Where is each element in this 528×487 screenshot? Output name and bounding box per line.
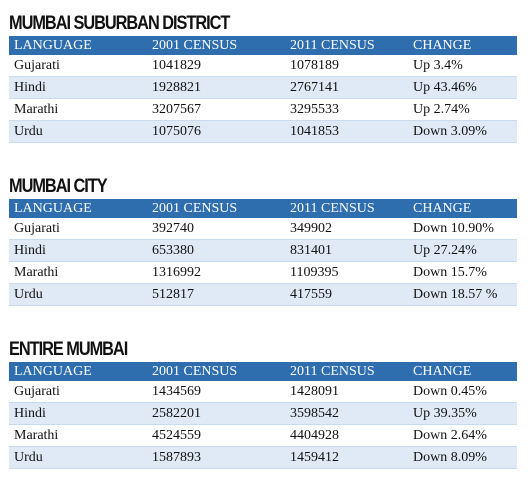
cell-2011: 3598542 (285, 402, 408, 425)
cell-language: Marathi (9, 98, 147, 121)
table-row: Marathi 3207567 3295533 Up 2.74% (9, 98, 517, 121)
cell-2001: 1316992 (147, 261, 285, 284)
section-entire-mumbai: ENTIRE MUMBAI LANGUAGE 2001 CENSUS 2011 … (9, 338, 517, 469)
cell-language: Gujarati (9, 381, 147, 403)
cell-2011: 1109395 (285, 261, 408, 284)
cell-2011: 1041853 (285, 120, 408, 143)
table-row: Marathi 4524559 4404928 Down 2.64% (9, 424, 517, 447)
cell-2011: 1428091 (285, 381, 408, 403)
table-row: Hindi 1928821 2767141 Up 43.46% (9, 76, 517, 99)
cell-language: Gujarati (9, 218, 147, 240)
cell-language: Hindi (9, 402, 147, 425)
cell-2001: 2582201 (147, 402, 285, 425)
cell-language: Hindi (9, 76, 147, 99)
cell-2001: 1041829 (147, 55, 285, 77)
header-2001-census: 2001 CENSUS (147, 362, 285, 381)
cell-language: Urdu (9, 283, 147, 306)
census-table: LANGUAGE 2001 CENSUS 2011 CENSUS CHANGE … (9, 199, 517, 306)
cell-change: Down 0.45% (408, 381, 517, 403)
cell-2011: 3295533 (285, 98, 408, 121)
table-row: Gujarati 392740 349902 Down 10.90% (9, 218, 517, 240)
section-title: MUMBAI SUBURBAN DISTRICT (9, 13, 230, 34)
header-row: LANGUAGE 2001 CENSUS 2011 CENSUS CHANGE (9, 199, 517, 218)
cell-2001: 653380 (147, 239, 285, 262)
cell-change: Down 15.7% (408, 261, 517, 284)
cell-language: Marathi (9, 424, 147, 447)
table-row: Urdu 1075076 1041853 Down 3.09% (9, 120, 517, 143)
cell-language: Urdu (9, 446, 147, 469)
table-row: Urdu 1587893 1459412 Down 8.09% (9, 446, 517, 469)
cell-2001: 3207567 (147, 98, 285, 121)
header-change: CHANGE (408, 362, 517, 381)
cell-change: Up 2.74% (408, 98, 517, 121)
header-2011-census: 2011 CENSUS (285, 362, 408, 381)
cell-change: Down 3.09% (408, 120, 517, 143)
cell-language: Gujarati (9, 55, 147, 77)
cell-2011: 1459412 (285, 446, 408, 469)
cell-change: Down 2.64% (408, 424, 517, 447)
header-language: LANGUAGE (9, 199, 147, 218)
cell-2011: 1078189 (285, 55, 408, 77)
header-2011-census: 2011 CENSUS (285, 36, 408, 55)
cell-language: Marathi (9, 261, 147, 284)
header-row: LANGUAGE 2001 CENSUS 2011 CENSUS CHANGE (9, 36, 517, 55)
cell-2011: 4404928 (285, 424, 408, 447)
table-row: Marathi 1316992 1109395 Down 15.7% (9, 261, 517, 284)
section-title: ENTIRE MUMBAI (9, 339, 128, 360)
cell-change: Up 3.4% (408, 55, 517, 77)
table-row: Hindi 653380 831401 Up 27.24% (9, 239, 517, 262)
cell-2001: 512817 (147, 283, 285, 306)
cell-2011: 417559 (285, 283, 408, 306)
header-change: CHANGE (408, 36, 517, 55)
header-2001-census: 2001 CENSUS (147, 36, 285, 55)
header-language: LANGUAGE (9, 362, 147, 381)
header-row: LANGUAGE 2001 CENSUS 2011 CENSUS CHANGE (9, 362, 517, 381)
cell-change: Up 39.35% (408, 402, 517, 425)
section-mumbai-city: MUMBAI CITY LANGUAGE 2001 CENSUS 2011 CE… (9, 175, 517, 306)
header-language: LANGUAGE (9, 36, 147, 55)
section-mumbai-suburban: MUMBAI SUBURBAN DISTRICT LANGUAGE 2001 C… (9, 12, 517, 143)
table-row: Urdu 512817 417559 Down 18.57 % (9, 283, 517, 306)
cell-change: Down 10.90% (408, 218, 517, 240)
header-2011-census: 2011 CENSUS (285, 199, 408, 218)
table-row: Hindi 2582201 3598542 Up 39.35% (9, 402, 517, 425)
cell-change: Up 43.46% (408, 76, 517, 99)
cell-2011: 831401 (285, 239, 408, 262)
cell-2001: 1928821 (147, 76, 285, 99)
cell-language: Urdu (9, 120, 147, 143)
header-change: CHANGE (408, 199, 517, 218)
header-2001-census: 2001 CENSUS (147, 199, 285, 218)
cell-2001: 1434569 (147, 381, 285, 403)
cell-2001: 4524559 (147, 424, 285, 447)
table-row: Gujarati 1434569 1428091 Down 0.45% (9, 381, 517, 403)
cell-2001: 1587893 (147, 446, 285, 469)
table-row: Gujarati 1041829 1078189 Up 3.4% (9, 55, 517, 77)
cell-2001: 392740 (147, 218, 285, 240)
cell-change: Down 18.57 % (408, 283, 517, 306)
cell-2001: 1075076 (147, 120, 285, 143)
section-title: MUMBAI CITY (9, 176, 108, 197)
cell-2011: 349902 (285, 218, 408, 240)
cell-change: Up 27.24% (408, 239, 517, 262)
census-table: LANGUAGE 2001 CENSUS 2011 CENSUS CHANGE … (9, 362, 517, 469)
cell-2011: 2767141 (285, 76, 408, 99)
cell-language: Hindi (9, 239, 147, 262)
cell-change: Down 8.09% (408, 446, 517, 469)
census-table: LANGUAGE 2001 CENSUS 2011 CENSUS CHANGE … (9, 36, 517, 143)
